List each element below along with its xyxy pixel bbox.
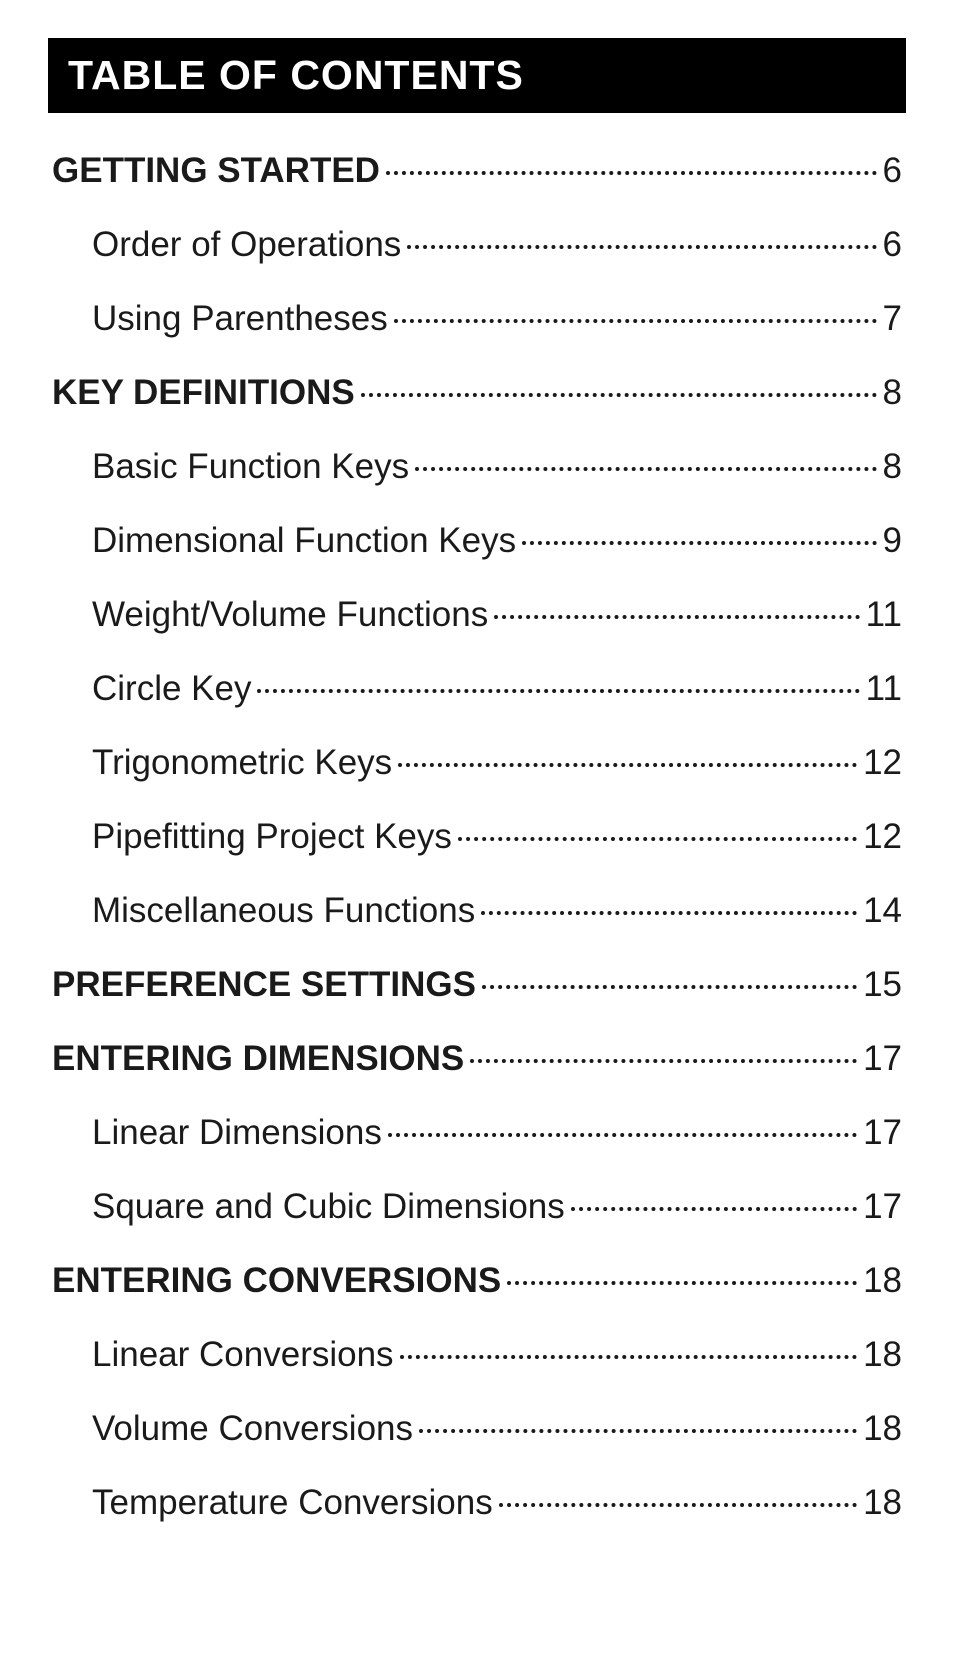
- toc-entry: ENTERING DIMENSIONS 17: [52, 1039, 902, 1079]
- toc-leader-dots: [361, 393, 877, 397]
- toc-entry-label: PREFERENCE SETTINGS: [52, 965, 476, 1005]
- toc-entry-label: Square and Cubic Dimensions: [92, 1187, 565, 1227]
- toc-entry-page: 14: [863, 891, 902, 931]
- toc-entry-page: 17: [863, 1187, 902, 1227]
- toc-leader-dots: [388, 1133, 857, 1137]
- toc-entry-page: 18: [863, 1483, 902, 1523]
- toc-entry-label: KEY DEFINITIONS: [52, 373, 355, 413]
- toc-entry: Order of Operations 6: [52, 225, 902, 265]
- toc-leader-dots: [394, 319, 877, 323]
- toc-entry-page: 18: [863, 1261, 902, 1301]
- toc-entry-label: Weight/Volume Functions: [92, 595, 488, 635]
- toc-entry: Temperature Conversions 18: [52, 1483, 902, 1523]
- toc-entry: Trigonometric Keys 12: [52, 743, 902, 783]
- toc-entry-page: 6: [883, 225, 902, 265]
- toc-entry-page: 7: [883, 299, 902, 339]
- toc-entry-page: 17: [863, 1039, 902, 1079]
- toc-entry-page: 18: [863, 1409, 902, 1449]
- toc-entry-label: Basic Function Keys: [92, 447, 409, 487]
- toc-entry-page: 12: [863, 817, 902, 857]
- toc-entry-label: GETTING STARTED: [52, 151, 380, 191]
- toc-header-text: TABLE OF CONTENTS: [68, 52, 524, 98]
- toc-entry-page: 9: [883, 521, 902, 561]
- toc-leader-dots: [499, 1503, 857, 1507]
- toc-leader-dots: [470, 1059, 857, 1063]
- toc-entry-page: 18: [863, 1335, 902, 1375]
- toc-entry-label: Linear Dimensions: [92, 1113, 382, 1153]
- toc-entry-page: 11: [866, 595, 902, 635]
- toc-entry: GETTING STARTED 6: [52, 151, 902, 191]
- toc-entry: Circle Key 11: [52, 669, 902, 709]
- toc-leader-dots: [257, 689, 859, 693]
- toc-leader-dots: [407, 245, 876, 249]
- toc-entry: Linear Dimensions 17: [52, 1113, 902, 1153]
- toc-entry: Linear Conversions 18: [52, 1335, 902, 1375]
- toc-entry-label: Miscellaneous Functions: [92, 891, 475, 931]
- toc-leader-dots: [415, 467, 876, 471]
- toc-entry: PREFERENCE SETTINGS 15: [52, 965, 902, 1005]
- toc-leader-dots: [482, 985, 857, 989]
- toc-entry: KEY DEFINITIONS 8: [52, 373, 902, 413]
- toc-leader-dots: [398, 763, 857, 767]
- toc-entry-page: 15: [863, 965, 902, 1005]
- toc-entry-page: 6: [883, 151, 902, 191]
- toc-entry: ENTERING CONVERSIONS 18: [52, 1261, 902, 1301]
- toc-leader-dots: [400, 1355, 858, 1359]
- toc-entry: Pipefitting Project Keys 12: [52, 817, 902, 857]
- toc-entry: Using Parentheses 7: [52, 299, 902, 339]
- toc-leader-dots: [419, 1429, 857, 1433]
- toc-entry-label: Dimensional Function Keys: [92, 521, 516, 561]
- toc-entry: Weight/Volume Functions 11: [52, 595, 902, 635]
- toc-entry-label: ENTERING DIMENSIONS: [52, 1039, 464, 1079]
- toc-entry-label: Trigonometric Keys: [92, 743, 392, 783]
- toc-entry-label: Using Parentheses: [92, 299, 388, 339]
- toc-leader-dots: [522, 541, 876, 545]
- toc-entry-page: 17: [863, 1113, 902, 1153]
- toc-header: TABLE OF CONTENTS: [48, 38, 906, 113]
- toc-entry-label: ENTERING CONVERSIONS: [52, 1261, 501, 1301]
- toc-entry-label: Linear Conversions: [92, 1335, 394, 1375]
- toc-leader-dots: [481, 911, 857, 915]
- toc-list: GETTING STARTED 6 Order of Operations 6 Usin…: [48, 151, 906, 1523]
- toc-entry-label: Temperature Conversions: [92, 1483, 493, 1523]
- toc-leader-dots: [494, 615, 859, 619]
- toc-leader-dots: [571, 1207, 857, 1211]
- toc-entry: Miscellaneous Functions 14: [52, 891, 902, 931]
- toc-leader-dots: [458, 837, 857, 841]
- toc-leader-dots: [386, 171, 877, 175]
- toc-entry-label: Pipefitting Project Keys: [92, 817, 452, 857]
- toc-entry-label: Circle Key: [92, 669, 251, 709]
- toc-entry: Basic Function Keys 8: [52, 447, 902, 487]
- toc-entry-page: 8: [883, 447, 902, 487]
- toc-entry: Square and Cubic Dimensions 17: [52, 1187, 902, 1227]
- toc-entry-label: Volume Conversions: [92, 1409, 413, 1449]
- toc-entry-page: 11: [866, 669, 902, 709]
- toc-entry-label: Order of Operations: [92, 225, 401, 265]
- toc-leader-dots: [507, 1281, 857, 1285]
- toc-entry: Volume Conversions 18: [52, 1409, 902, 1449]
- toc-entry-page: 8: [883, 373, 902, 413]
- toc-entry-page: 12: [863, 743, 902, 783]
- toc-entry: Dimensional Function Keys 9: [52, 521, 902, 561]
